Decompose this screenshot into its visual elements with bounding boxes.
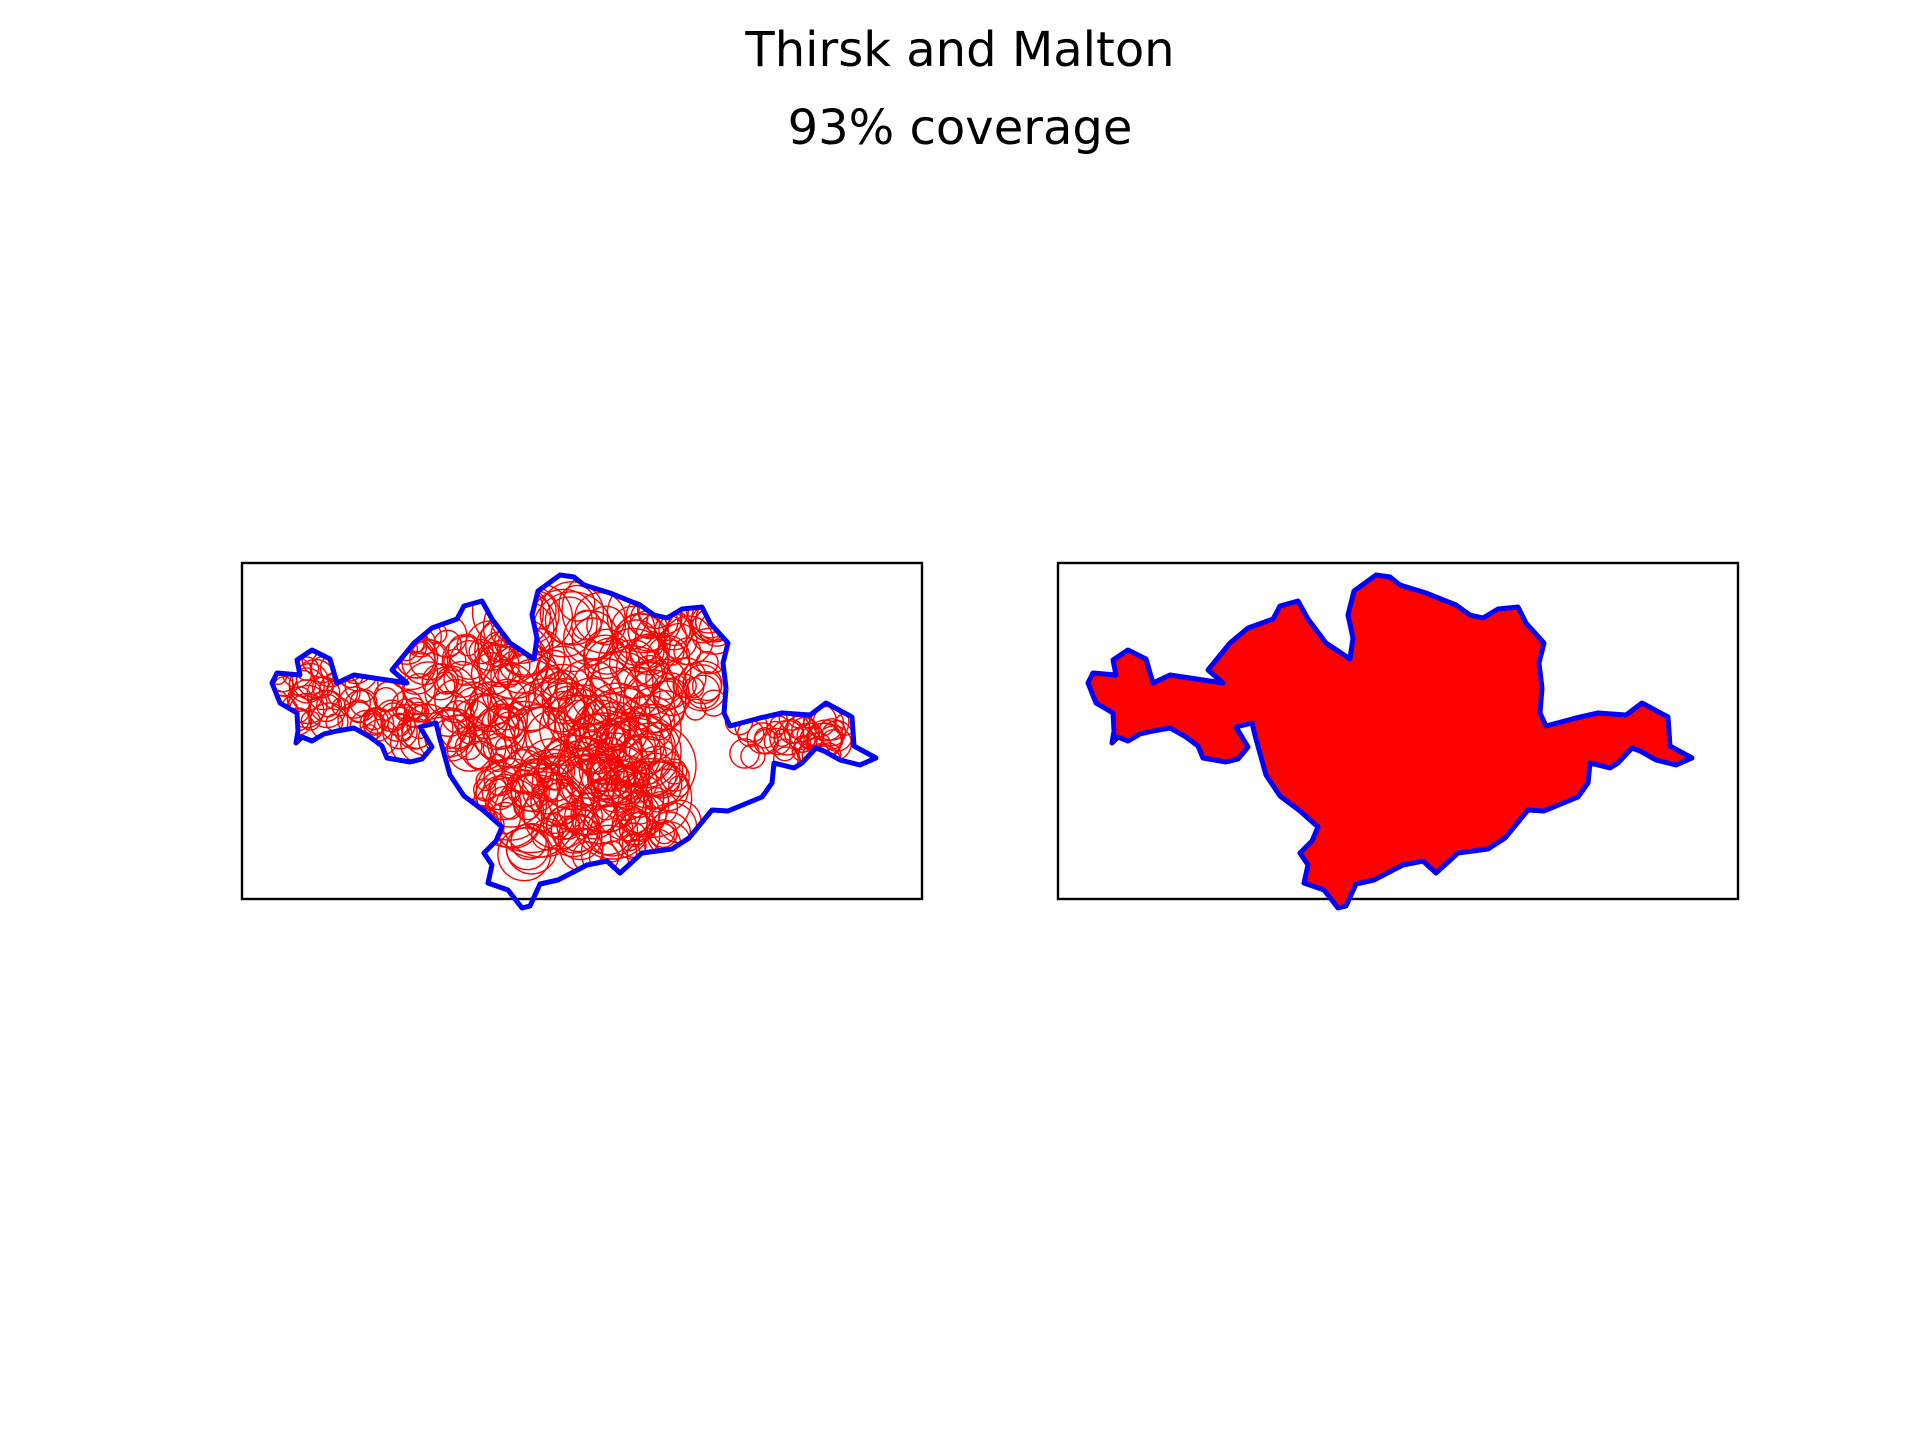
coverage-circle — [547, 688, 609, 750]
coverage-circle — [403, 697, 426, 720]
coverage-circle — [530, 818, 564, 851]
filled-panel — [1056, 561, 1740, 908]
coverage-circle — [316, 693, 340, 718]
coverage-circle — [754, 726, 776, 749]
coverage-circle — [507, 677, 590, 759]
coverage-circle — [524, 757, 553, 786]
coverage-circle — [652, 672, 690, 710]
coverage-circle — [487, 785, 522, 821]
coverage-circle — [421, 663, 460, 701]
coverage-circle — [571, 609, 602, 641]
coverage-circle — [443, 648, 467, 672]
coverage-circle — [547, 669, 579, 701]
coverage-circle — [665, 657, 707, 699]
coverage-circle — [530, 774, 584, 828]
coverage-circle — [380, 706, 416, 742]
coverage-circle — [447, 634, 480, 666]
coverage-circle — [729, 738, 760, 769]
coverage-circle — [557, 815, 603, 861]
coverage-circle — [684, 698, 707, 721]
coverage-circle — [685, 674, 721, 710]
coverage-circle — [822, 729, 843, 750]
coverage-circle — [652, 680, 683, 711]
coverage-circle — [363, 707, 390, 734]
coverage-circle — [624, 792, 667, 836]
coverage-circle — [505, 822, 558, 875]
figure-title: Thirsk and Malton — [745, 22, 1175, 78]
coverage-circle — [497, 827, 552, 882]
coverage-circle — [513, 791, 543, 821]
coverage-circle — [633, 752, 678, 796]
coverage-circle — [509, 692, 551, 733]
coverage-circle — [586, 805, 639, 857]
coverage-circle — [629, 686, 676, 734]
coverage-circle — [632, 745, 684, 798]
coverage-circle — [586, 605, 627, 646]
coverage-circle — [623, 661, 677, 716]
coverage-circle — [544, 596, 593, 645]
coverage-circle — [535, 645, 590, 700]
circles-panel — [240, 561, 924, 908]
coverage-circle — [634, 654, 666, 687]
coverage-circle — [494, 711, 525, 741]
coverage-circle — [609, 755, 648, 793]
coverage-circle — [565, 713, 627, 775]
coverage-circle — [574, 591, 626, 644]
coverage-circle — [618, 830, 641, 852]
coverage-circle — [465, 740, 495, 770]
coverage-circle — [349, 688, 378, 717]
coverage-circle — [441, 700, 476, 734]
coverage-circle — [769, 719, 805, 756]
coverage-circle — [537, 755, 573, 791]
coverage-circle — [648, 819, 678, 848]
coverage-circle — [590, 651, 654, 714]
coverage-circle — [740, 743, 766, 770]
coverage-circle — [643, 786, 670, 813]
coverage-circle — [808, 705, 845, 742]
coverage-circle — [594, 797, 618, 821]
coverage-circle — [625, 790, 654, 819]
coverage-circle — [597, 765, 653, 822]
coverage-circle — [572, 730, 615, 773]
coverage-circle — [660, 761, 690, 792]
coverage-circle — [558, 813, 598, 853]
coverage-circle — [673, 637, 702, 666]
coverage-circle — [691, 670, 723, 702]
coverage-circle — [468, 680, 556, 768]
coverage-circle — [558, 584, 596, 622]
coverage-circle — [634, 761, 683, 810]
coverage-circle — [501, 748, 547, 795]
coverage-circle — [607, 714, 682, 789]
coverage-circle — [586, 753, 625, 792]
coverage-circle — [580, 777, 636, 833]
coverage-circle — [300, 710, 321, 731]
coverage-circle — [443, 660, 481, 698]
coverage-circle — [629, 633, 665, 669]
coverage-circles — [272, 575, 857, 882]
coverage-circle — [628, 735, 668, 775]
coverage-circle — [510, 772, 550, 812]
coverage-subtitle: 93% coverage — [787, 100, 1133, 156]
coverage-circle — [545, 801, 602, 858]
coverage-circle — [763, 727, 792, 756]
coverage-circle — [645, 658, 687, 701]
coverage-circle — [582, 804, 634, 856]
coverage-circle — [362, 712, 386, 736]
